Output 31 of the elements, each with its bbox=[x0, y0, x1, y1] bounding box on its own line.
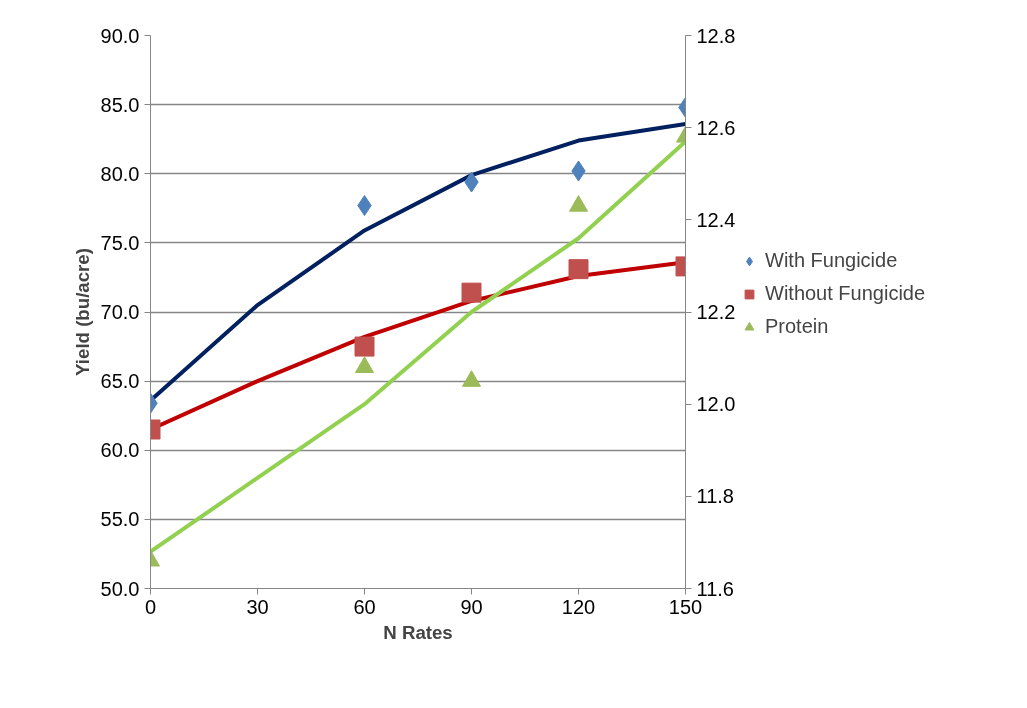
x-tick-label: 120 bbox=[561, 595, 596, 618]
point bbox=[569, 195, 588, 212]
y-tick-label: 50.0 bbox=[100, 577, 140, 600]
y2-tick-label: 12.2 bbox=[696, 301, 736, 323]
y2-tick-label: 12.8 bbox=[696, 24, 736, 47]
y2-tick-label: 11.8 bbox=[696, 485, 734, 508]
y2-tick-label: 12.4 bbox=[696, 208, 736, 231]
y-tick-label: 60.0 bbox=[100, 439, 140, 462]
y-tick-label: 85.0 bbox=[100, 93, 140, 116]
x-tick-label: 90 bbox=[460, 595, 483, 618]
point bbox=[568, 259, 589, 280]
y-tick-label: 75.0 bbox=[100, 231, 140, 254]
y2-tick-label: 12.0 bbox=[696, 393, 736, 416]
point bbox=[461, 282, 482, 303]
y-tick-label: 65.0 bbox=[100, 370, 140, 393]
y2-tick-label: 12.6 bbox=[696, 116, 736, 139]
legend-label: Protein bbox=[765, 315, 829, 338]
x-axis-title: N Rates bbox=[383, 621, 453, 643]
y-tick-label: 55.0 bbox=[100, 508, 140, 531]
y-tick-label: 90.0 bbox=[100, 24, 140, 47]
point bbox=[462, 370, 481, 387]
y-tick-label: 80.0 bbox=[100, 162, 140, 185]
x-tick-label: 30 bbox=[246, 595, 269, 618]
x-tick-label: 0 bbox=[144, 595, 157, 618]
x-tick-label: 60 bbox=[353, 595, 376, 618]
y-axis-title: Yield (bu/acre) bbox=[71, 248, 93, 376]
legend-label: With Fungicide bbox=[765, 249, 898, 272]
y-tick-label: 70.0 bbox=[100, 301, 140, 323]
legend-label: Without Fungicide bbox=[765, 282, 926, 305]
point bbox=[355, 356, 374, 373]
point bbox=[354, 336, 375, 357]
